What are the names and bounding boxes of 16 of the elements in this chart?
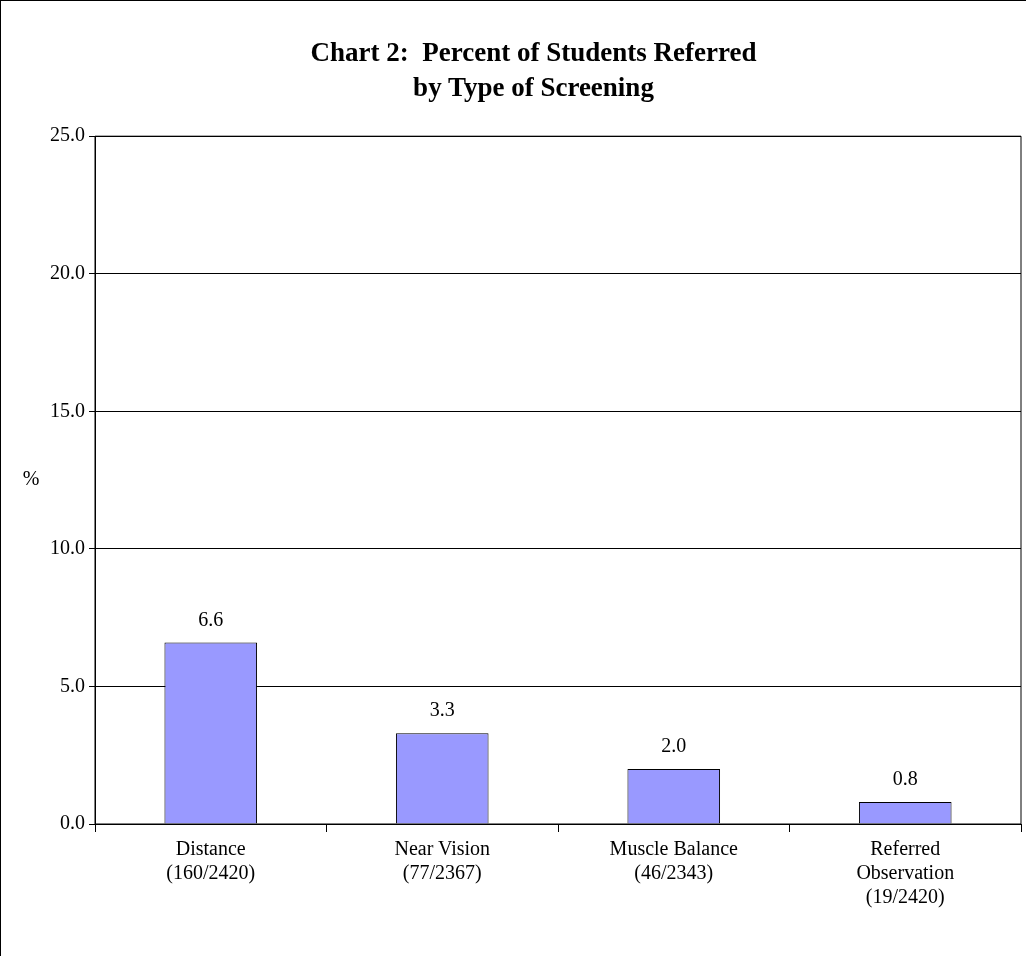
y-axis-title: % <box>22 467 40 490</box>
x-tick-label: Referred Observation (19/2420) <box>856 837 955 909</box>
y-tick-label: 25.0 <box>50 123 85 146</box>
y-tick-label: 20.0 <box>50 261 85 284</box>
y-tick-label: 15.0 <box>50 398 85 421</box>
y-tick-label: 5.0 <box>60 673 85 696</box>
data-label: 2.0 <box>661 734 687 757</box>
x-tick-label: Muscle Balance (46/2343) <box>609 837 739 885</box>
y-tick-label: 0.0 <box>60 811 85 834</box>
data-label: 0.8 <box>892 767 918 790</box>
data-label: 3.3 <box>429 698 455 721</box>
x-tick-label: Distance (160/2420) <box>166 837 256 885</box>
chart-title: Chart 2: Percent of Students Referred by Type of Screening <box>310 36 757 102</box>
data-label: 6.6 <box>198 607 224 630</box>
y-tick-label: 10.0 <box>50 536 85 559</box>
x-tick-label: Near Vision (77/2367) <box>394 837 491 885</box>
